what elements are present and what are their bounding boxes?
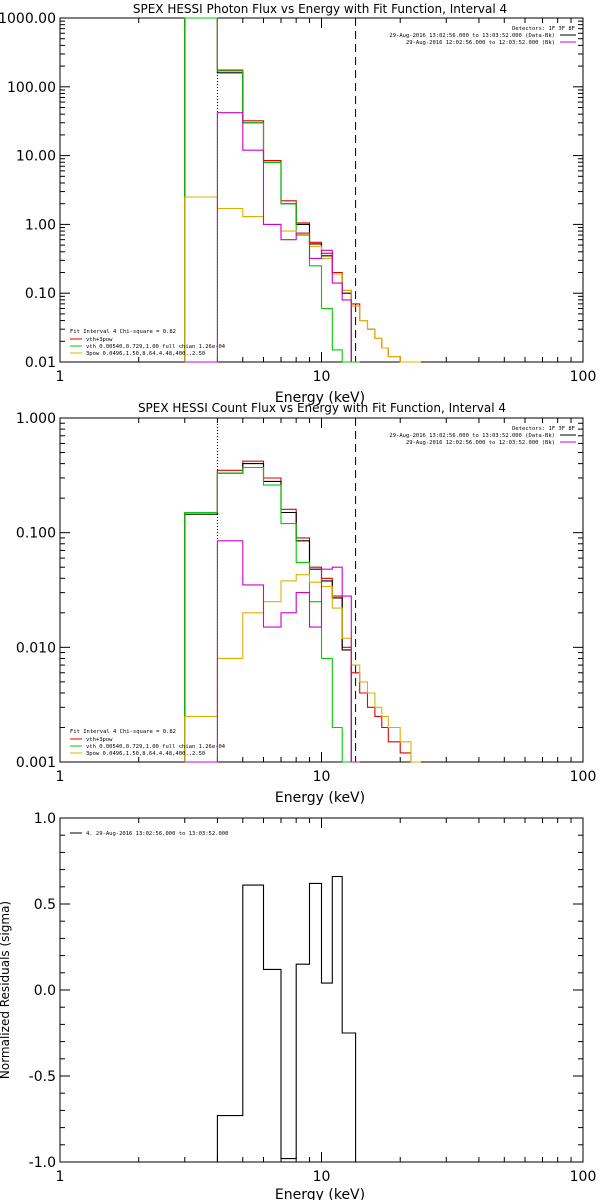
panel3-ytick-label: 0.5 xyxy=(34,897,56,913)
panel2-legend-fit-header: Fit Interval 4 Chi-square = 0.82 xyxy=(70,729,176,735)
panel1-legend-entry-bk: 29-Aug-2016 12:02:56.000 to 12:03:52.000… xyxy=(406,40,555,46)
panel2-ytick-label: 0.100 xyxy=(16,526,56,542)
panel1-xtick-label: 100 xyxy=(570,369,597,385)
panel2-ytick-label: 1.000 xyxy=(16,411,56,427)
panel3-ticks: 1 10 100 -1.0 -0.5 0.0 0.5 1.0 xyxy=(29,811,597,1185)
panel1-legend-bottomleft: Fit Interval 4 Chi-square = 0.82 vth+3po… xyxy=(70,329,226,357)
panel1-series-data-bk xyxy=(184,17,352,362)
panel2-legend-bottomleft: Fit Interval 4 Chi-square = 0.82 vth+3po… xyxy=(70,729,226,757)
panel3-xtick-label: 10 xyxy=(313,1169,331,1185)
panel2-legend-entry-total: vth+3pow xyxy=(86,737,113,743)
panel3-xlabel: Energy (keV) xyxy=(275,1187,365,1200)
panel2-series-vth xyxy=(184,466,360,763)
panel1-xtick-label: 10 xyxy=(313,369,331,385)
panel3-ytick-label: 1.0 xyxy=(34,811,56,827)
panel2-ytick-label: 0.001 xyxy=(16,755,56,771)
panel1-ytick-label: 0.01 xyxy=(25,355,56,371)
panel2-title: SPEX HESSI Count Flux vs Energy with Fit… xyxy=(138,401,506,415)
panel1-legend-entry-total: vth+3pow xyxy=(86,337,113,343)
panel3-ylabel: Normalized Residuals (sigma) xyxy=(0,901,12,1079)
panel1-ytick-label: 10.00 xyxy=(16,149,56,165)
panel2-series-bk xyxy=(184,540,360,763)
panel2-series-data-bk xyxy=(184,463,352,762)
panel1-ticks: 1 10 100 0.01 0.10 1.00 10.00 100.00 1000.00 xyxy=(0,11,596,385)
panel2-legend-entry-data: 29-Aug-2016 13:02:56.000 to 13:03:52.000… xyxy=(389,433,555,439)
panel3-frame xyxy=(59,817,584,1163)
panel3-legend-entry: 4. 29-Aug-2016 13:02:56.000 to 13:03:52.… xyxy=(86,831,228,837)
panel1-series xyxy=(184,17,421,363)
panel3-ytick-label: 0.0 xyxy=(34,983,56,999)
panel3-legend: 4. 29-Aug-2016 13:02:56.000 to 13:03:52.… xyxy=(70,831,228,837)
panel3-xtick-label: 1 xyxy=(56,1169,65,1185)
panel1-series-bk xyxy=(184,112,352,363)
panel3-series xyxy=(216,875,357,1162)
panel2-xtick-label: 1 xyxy=(56,769,65,785)
panel3-ytick-label: -1.0 xyxy=(29,1155,56,1171)
panel2-xlabel: Energy (keV) xyxy=(275,790,365,806)
panel-photon-flux: SPEX HESSI Photon Flux vs Energy with Fi… xyxy=(0,2,596,406)
panel1-legend-topright: Detectors: 1F 3F 8F 29-Aug-2016 13:02:56… xyxy=(389,26,576,46)
panel1-legend-entry-data: 29-Aug-2016 13:02:56.000 to 13:03:52.000… xyxy=(389,33,555,39)
panel1-frame xyxy=(59,17,584,363)
panel1-series-3pow xyxy=(184,196,421,363)
panel1-ytick-label: 0.10 xyxy=(25,286,56,302)
panel1-xlabel: Energy (keV) xyxy=(275,390,365,406)
panel2-legend-entry-3pow: 3pow 0.0496,1.50,8.64,4.48,400.,2.50 xyxy=(86,751,205,757)
panel1-title: SPEX HESSI Photon Flux vs Energy with Fi… xyxy=(133,2,507,16)
panel2-legend-entry-vth: vth 0.00540,0.729,1.00 full chian 1.26e-… xyxy=(86,744,226,750)
panel2-series xyxy=(184,460,421,763)
panel1-series-vth xyxy=(184,17,360,363)
panel2-xtick-label: 10 xyxy=(313,769,331,785)
panel2-ticks: 1 10 100 0.001 0.010 0.100 1.000 xyxy=(16,411,596,785)
panel2-legend-topright: Detectors: 1F 3F 8F 29-Aug-2016 13:02:56… xyxy=(389,426,576,446)
panel1-series-vth-3pow xyxy=(184,17,421,363)
panel1-ytick-label: 1000.00 xyxy=(0,11,56,27)
panel1-legend-entry-3pow: 3pow 0.0496,1.50,8.64,4.48,400.,2.50 xyxy=(86,351,205,357)
panel1-ytick-label: 100.00 xyxy=(7,80,56,96)
panel2-xtick-label: 100 xyxy=(570,769,597,785)
panel1-legend-header: Detectors: 1F 3F 8F xyxy=(512,26,575,32)
panel2-series-3pow xyxy=(184,574,421,763)
panel2-ytick-label: 0.010 xyxy=(16,640,56,656)
panel2-legend-entry-bk: 29-Aug-2016 12:02:56.000 to 12:03:52.000… xyxy=(406,440,555,446)
panel3-series-4-29-aug-2016-13-02-56-0 xyxy=(216,875,357,1162)
panel1-legend-entry-vth: vth 0.00540,0.729,1.00 full chian 1.26e-… xyxy=(86,344,226,350)
panel-residuals: Normalized Residuals (sigma) Energy (keV… xyxy=(0,811,596,1200)
panel-count-flux: SPEX HESSI Count Flux vs Energy with Fit… xyxy=(16,401,596,806)
panel2-legend-header: Detectors: 1F 3F 8F xyxy=(512,426,575,432)
panel1-ytick-label: 1.00 xyxy=(25,217,56,233)
panel1-legend-fit-header: Fit Interval 4 Chi-square = 0.82 xyxy=(70,329,176,335)
panel1-xtick-label: 1 xyxy=(56,369,65,385)
panel3-xtick-label: 100 xyxy=(570,1169,597,1185)
panel2-ref-lines xyxy=(216,418,357,762)
panel3-ytick-label: -0.5 xyxy=(29,1069,56,1085)
